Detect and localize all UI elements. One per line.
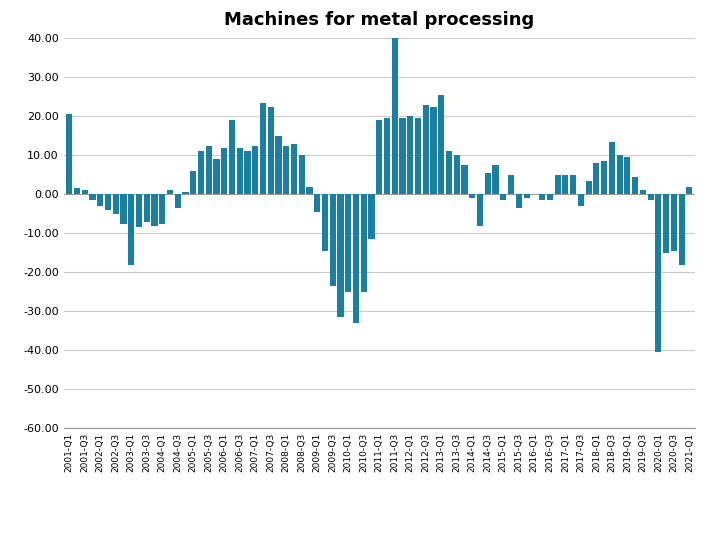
Bar	[159, 194, 165, 223]
Bar	[554, 175, 561, 194]
Bar	[663, 194, 669, 253]
Bar	[361, 194, 367, 292]
Bar	[74, 188, 80, 194]
Bar	[252, 145, 258, 194]
Bar	[345, 194, 352, 292]
Title: Machines for metal processing: Machines for metal processing	[224, 10, 535, 29]
Bar	[562, 175, 569, 194]
Bar	[213, 159, 220, 194]
Bar	[438, 95, 445, 194]
Bar	[314, 194, 320, 212]
Bar	[136, 194, 142, 227]
Bar	[128, 194, 134, 265]
Bar	[609, 142, 615, 194]
Bar	[501, 194, 506, 200]
Bar	[144, 194, 150, 222]
Bar	[415, 119, 421, 194]
Bar	[182, 192, 189, 194]
Bar	[353, 194, 359, 323]
Bar	[376, 120, 382, 194]
Bar	[89, 194, 96, 200]
Bar	[625, 158, 630, 194]
Bar	[121, 194, 127, 223]
Bar	[515, 194, 522, 208]
Bar	[640, 191, 646, 194]
Bar	[369, 194, 374, 239]
Bar	[113, 194, 119, 214]
Bar	[283, 145, 289, 194]
Bar	[423, 105, 429, 194]
Bar	[462, 165, 468, 194]
Bar	[454, 155, 460, 194]
Bar	[485, 173, 491, 194]
Bar	[671, 194, 677, 251]
Bar	[66, 114, 72, 194]
Bar	[237, 148, 243, 194]
Bar	[601, 161, 607, 194]
Bar	[268, 107, 274, 194]
Bar	[174, 194, 181, 208]
Bar	[493, 165, 498, 194]
Bar	[430, 107, 437, 194]
Bar	[578, 194, 584, 206]
Bar	[407, 116, 413, 194]
Bar	[547, 194, 553, 200]
Bar	[446, 152, 452, 194]
Bar	[190, 171, 196, 194]
Bar	[337, 194, 344, 317]
Bar	[105, 194, 111, 210]
Bar	[593, 163, 600, 194]
Bar	[508, 175, 514, 194]
Bar	[260, 103, 266, 194]
Bar	[221, 148, 228, 194]
Bar	[275, 136, 281, 194]
Bar	[477, 194, 484, 226]
Bar	[152, 194, 157, 226]
Bar	[686, 187, 693, 194]
Bar	[570, 175, 576, 194]
Bar	[679, 194, 685, 265]
Bar	[206, 145, 212, 194]
Bar	[523, 194, 530, 198]
Bar	[391, 38, 398, 194]
Bar	[330, 194, 336, 286]
Bar	[586, 181, 592, 194]
Bar	[322, 194, 328, 251]
Bar	[82, 191, 88, 194]
Bar	[229, 120, 235, 194]
Bar	[167, 191, 173, 194]
Bar	[198, 152, 204, 194]
Bar	[539, 194, 545, 200]
Bar	[291, 144, 297, 194]
Bar	[298, 155, 305, 194]
Bar	[655, 194, 661, 352]
Bar	[647, 194, 654, 200]
Bar	[306, 187, 313, 194]
Bar	[245, 152, 251, 194]
Bar	[617, 155, 623, 194]
Bar	[632, 177, 638, 194]
Bar	[384, 119, 390, 194]
Bar	[399, 119, 406, 194]
Bar	[469, 194, 476, 198]
Bar	[97, 194, 104, 206]
